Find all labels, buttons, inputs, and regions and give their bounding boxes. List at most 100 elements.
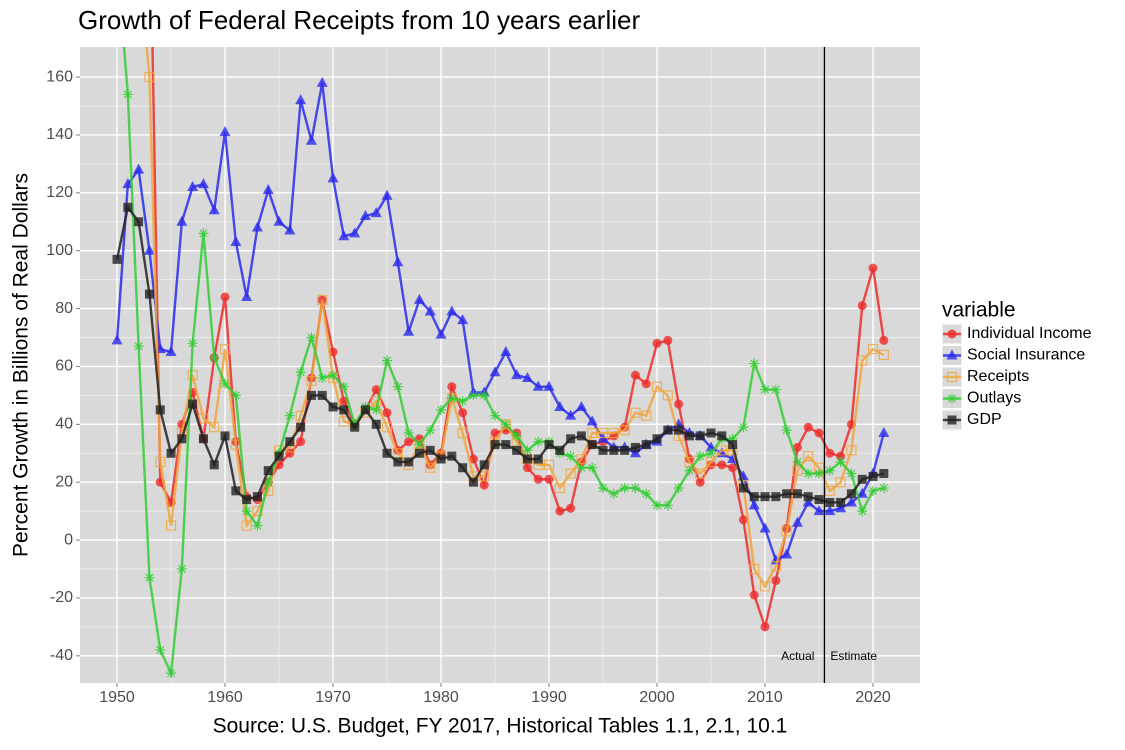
point (879, 335, 889, 345)
point (381, 422, 393, 433)
point (284, 410, 295, 421)
point (511, 430, 522, 441)
point (857, 301, 867, 311)
point (878, 349, 889, 360)
point (782, 489, 792, 499)
point (619, 425, 630, 436)
point (220, 431, 230, 441)
point (316, 76, 328, 87)
legend-marker (947, 415, 957, 425)
y-tick-label: 0 (64, 531, 73, 548)
point (371, 419, 381, 429)
point (501, 440, 511, 450)
x-tick-label: 1950 (99, 689, 135, 706)
x-tick-label: 1960 (207, 689, 243, 706)
point (122, 89, 133, 100)
series-line (122, 47, 885, 678)
point (479, 471, 490, 482)
point (706, 460, 716, 470)
point (382, 448, 392, 458)
point (781, 548, 793, 559)
point (262, 183, 274, 194)
point (565, 451, 576, 462)
point (251, 221, 263, 232)
y-tick-label: -40 (50, 647, 73, 664)
point (652, 338, 662, 348)
point (177, 434, 187, 444)
point (728, 440, 738, 450)
point (695, 431, 705, 441)
point (738, 515, 748, 525)
point (285, 448, 295, 458)
point (609, 445, 619, 455)
point (760, 622, 770, 632)
y-axis-title: Percent Growth in Billions of Real Dolla… (10, 173, 33, 557)
point (608, 427, 619, 439)
point (479, 390, 490, 401)
point (846, 445, 857, 456)
point (555, 445, 565, 455)
point (490, 428, 500, 438)
point (565, 409, 577, 420)
point (663, 425, 673, 435)
point (338, 381, 349, 392)
point (706, 448, 717, 459)
point (835, 456, 846, 467)
point (187, 181, 199, 192)
point (404, 437, 414, 447)
point (749, 358, 760, 369)
point (554, 400, 566, 411)
point (165, 520, 177, 531)
point (242, 495, 252, 505)
point (424, 305, 436, 316)
legend-label: Outlays (967, 390, 1021, 407)
point (522, 454, 532, 464)
point (393, 457, 403, 467)
point (835, 477, 846, 488)
point (738, 422, 749, 433)
point (166, 668, 177, 679)
point (446, 393, 457, 404)
point (781, 526, 792, 537)
point (296, 437, 306, 447)
point (328, 402, 338, 412)
point (554, 482, 565, 494)
point (543, 459, 555, 470)
point (662, 500, 673, 511)
point (533, 436, 544, 447)
point (176, 563, 187, 574)
point (641, 410, 652, 421)
point (306, 390, 316, 400)
point (620, 445, 630, 455)
point (425, 445, 435, 455)
point (350, 422, 360, 432)
point (543, 380, 555, 391)
point (598, 482, 609, 493)
point (317, 294, 328, 305)
point (575, 400, 587, 411)
point (791, 516, 803, 527)
point (717, 431, 727, 441)
x-tick-label: 2020 (855, 689, 891, 706)
legend-label: GDP (967, 411, 1002, 428)
point (436, 404, 447, 415)
point (371, 404, 382, 415)
point (630, 482, 641, 493)
point (404, 457, 414, 467)
point (544, 474, 554, 484)
point (587, 462, 598, 473)
point (814, 468, 825, 479)
point (490, 440, 500, 450)
point (143, 244, 155, 255)
point (111, 334, 123, 345)
point (446, 305, 458, 316)
point (252, 520, 263, 531)
point (846, 489, 856, 499)
point (155, 405, 165, 415)
point (295, 94, 307, 105)
point (641, 440, 651, 450)
point (328, 370, 339, 381)
point (425, 462, 436, 473)
point (306, 332, 317, 343)
point (447, 451, 457, 461)
